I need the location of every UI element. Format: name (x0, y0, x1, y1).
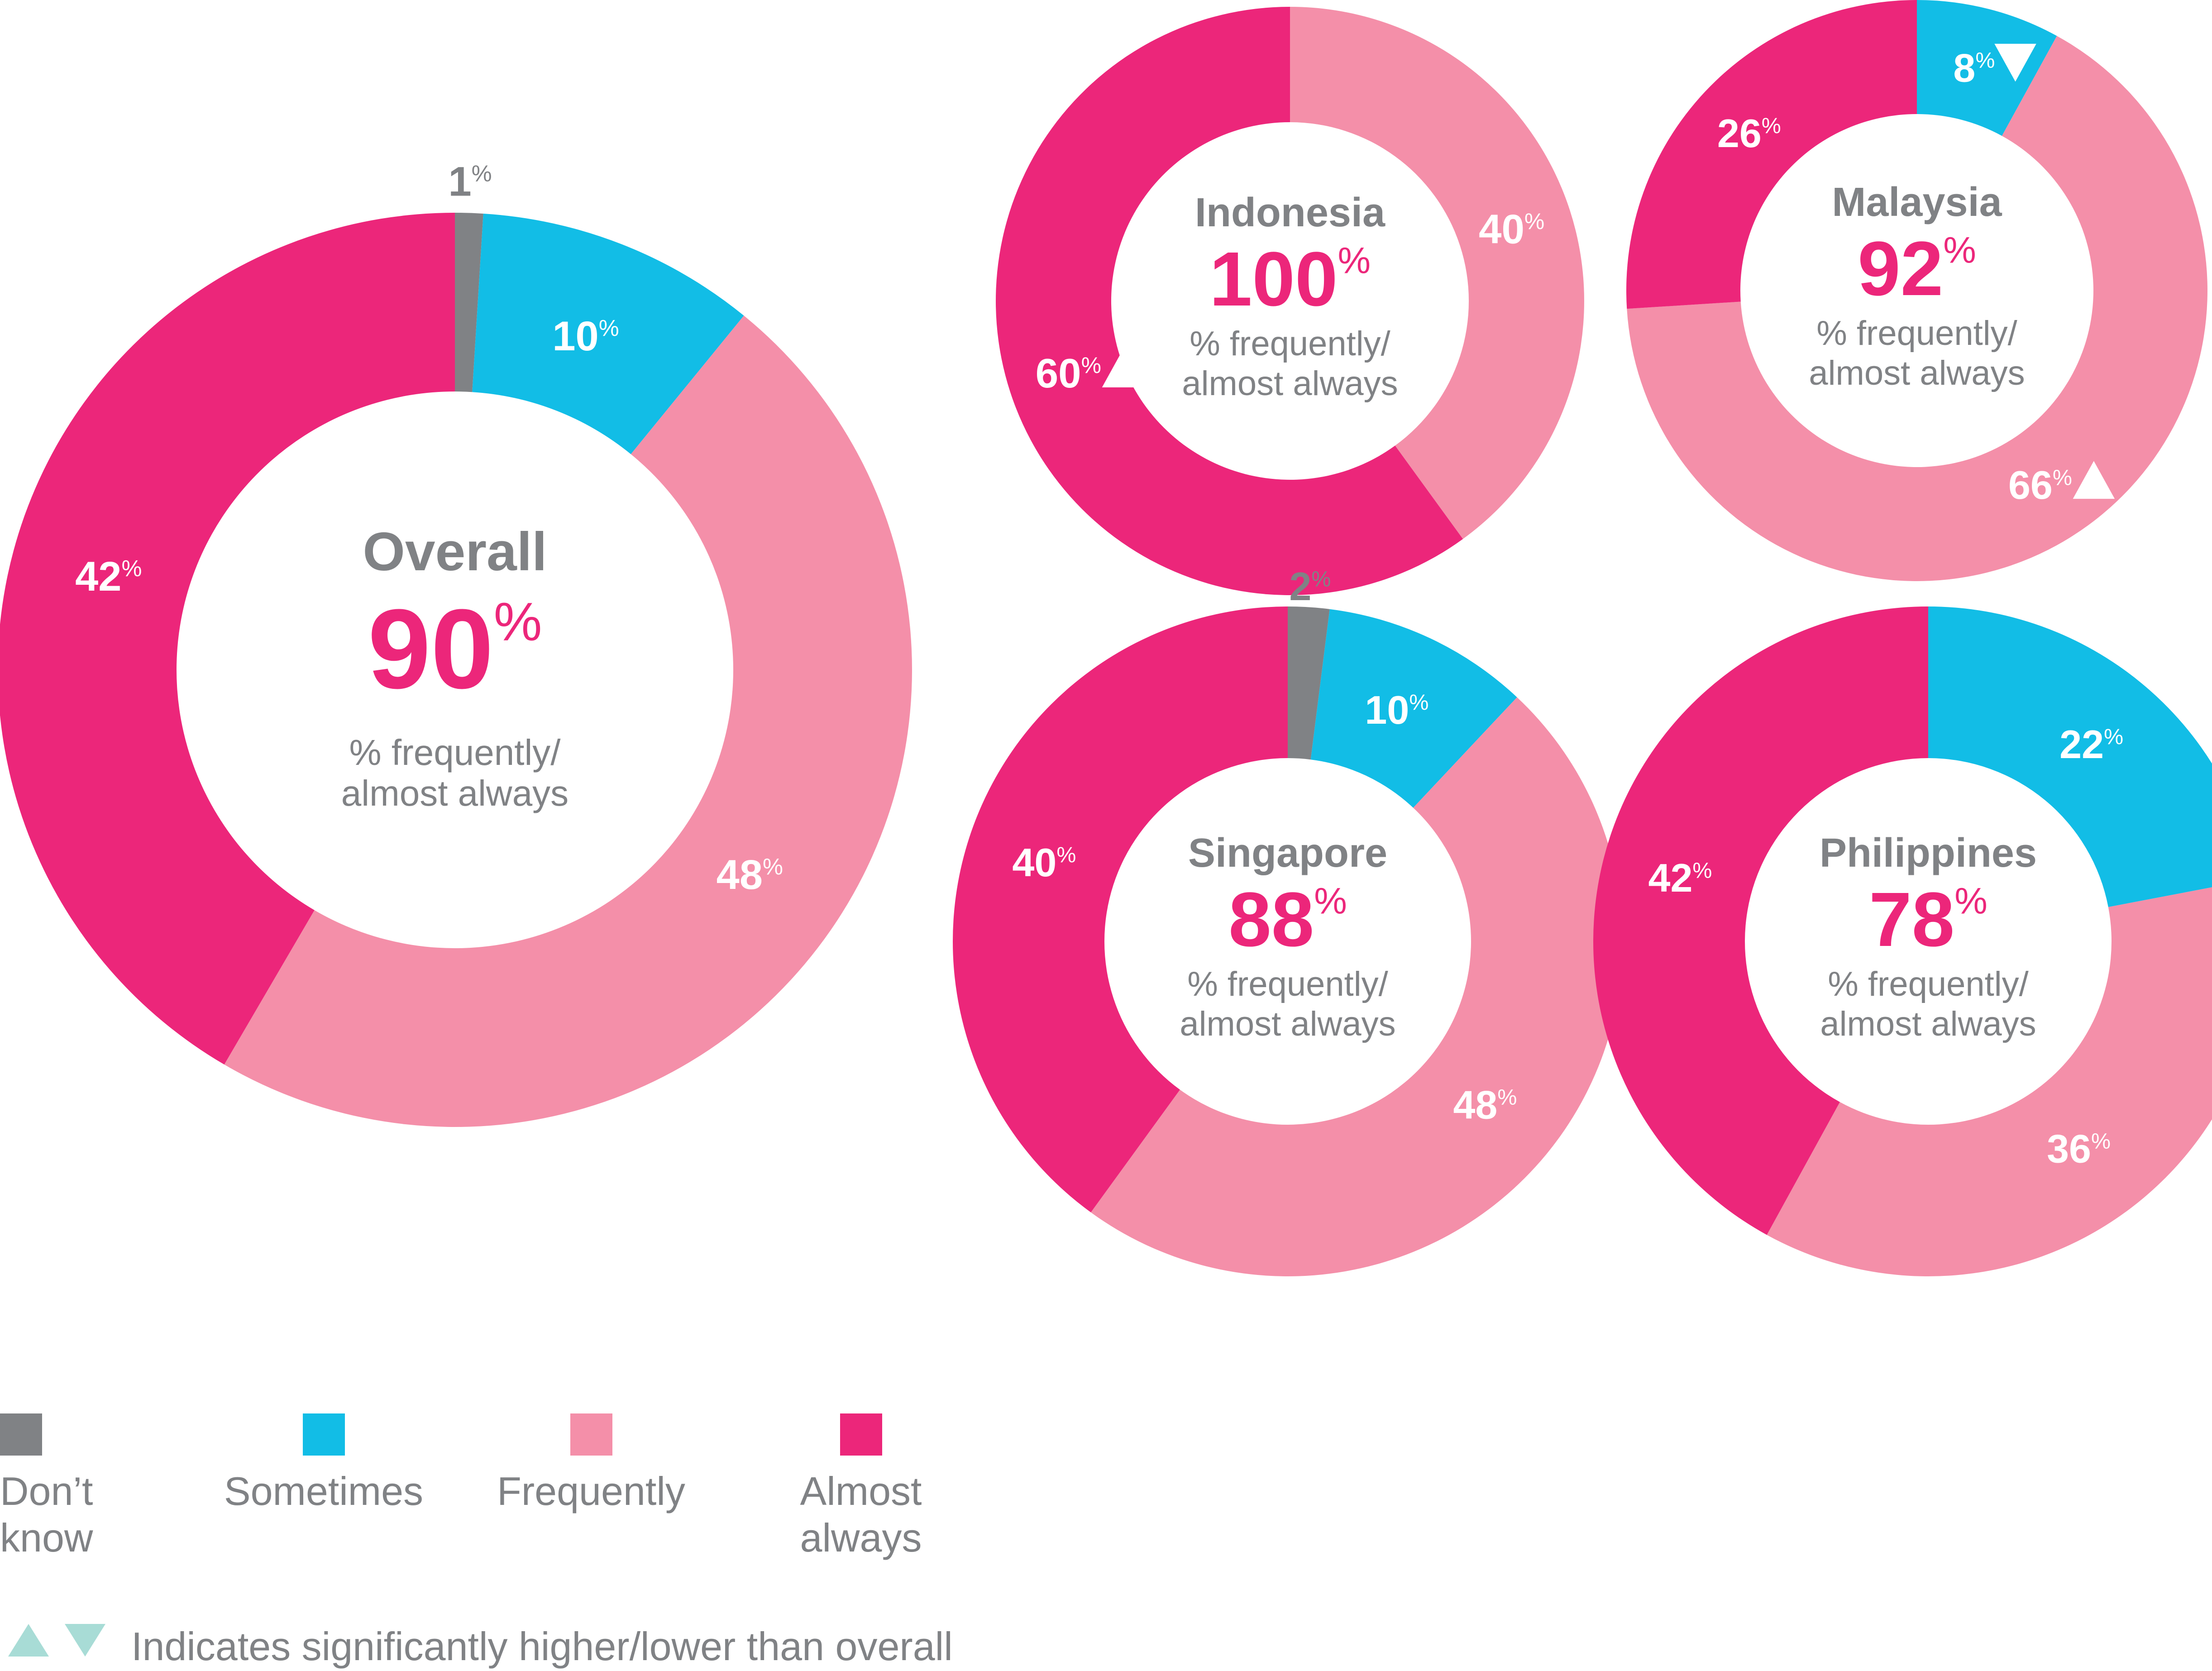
segment-singapore-dont-know (1288, 606, 1330, 760)
marker-up-malaysia-frequently (2073, 461, 2115, 499)
center-headline-indonesia: 100% (1209, 236, 1371, 322)
center-subtitle-line2-singapore: almost always (1180, 1005, 1395, 1043)
legend-up-triangle-icon (8, 1624, 49, 1657)
center-subtitle-line1-overall: % frequently/ (349, 732, 561, 773)
value-label-overall-dont-know: 1% (449, 159, 492, 205)
legend-label-almost-always-line1: Almost (800, 1469, 922, 1513)
legend-label-dont-know-line2: know (0, 1515, 93, 1560)
segment-malaysia-almost-always (1626, 0, 1917, 309)
legend-swatch-almost-always (840, 1413, 882, 1456)
marker-up-indonesia-almost-always (1102, 348, 1145, 387)
center-title-philippines: Philippines (1820, 831, 2037, 876)
center-subtitle-line1-singapore: % frequently/ (1187, 965, 1388, 1003)
segment-overall-frequently (224, 315, 912, 1127)
legend-label-dont-know-line1: Don’t (0, 1469, 93, 1513)
legend-swatch-dont-know (0, 1413, 42, 1456)
legend-swatch-frequently (570, 1413, 612, 1456)
segment-singapore-almost-always (953, 606, 1288, 1213)
center-subtitle-line2-malaysia: almost always (1809, 354, 2025, 392)
center-subtitle-line2-overall: almost always (341, 773, 569, 813)
marker-down-malaysia-sometimes (1994, 43, 2036, 82)
center-headline-malaysia: 92% (1858, 226, 1976, 312)
value-label-indonesia-almost-always: 60% (1036, 351, 1101, 396)
segment-singapore-sometimes (1310, 609, 1517, 808)
center-title-indonesia: Indonesia (1195, 190, 1385, 235)
center-subtitle-line2-philippines: almost always (1820, 1005, 2036, 1043)
segment-overall-dont-know (455, 213, 483, 392)
segment-indonesia-frequently (1290, 7, 1584, 539)
center-title-malaysia: Malaysia (1832, 180, 2002, 225)
legend-swatch-sometimes (303, 1413, 345, 1456)
significance-note: Indicates significantly higher/lower tha… (131, 1624, 953, 1669)
value-label-singapore-dont-know: 2% (1289, 564, 1331, 609)
center-title-overall: Overall (363, 521, 547, 582)
legend: Don’t know Sometimes Frequently Almost a… (0, 1413, 953, 1669)
segment-philippines-frequently (1767, 887, 2212, 1276)
legend-label-frequently: Frequently (497, 1469, 685, 1513)
legend-label-sometimes: Sometimes (224, 1469, 423, 1513)
segment-malaysia-frequently (1627, 36, 2207, 582)
center-headline-overall: 90% (368, 586, 542, 712)
segment-philippines-sometimes (1928, 606, 2212, 907)
segment-philippines-almost-always (1593, 606, 1928, 1235)
center-subtitle-line1-indonesia: % frequently/ (1190, 325, 1390, 363)
center-headline-singapore: 88% (1228, 877, 1347, 963)
legend-label-almost-always-line2: always (800, 1515, 922, 1560)
segment-indonesia-almost-always (995, 7, 1463, 595)
segment-singapore-frequently (1091, 697, 1623, 1277)
segment-overall-sometimes (472, 213, 744, 454)
center-subtitle-line1-malaysia: % frequently/ (1816, 314, 2017, 353)
center-subtitle-line2-indonesia: almost always (1182, 364, 1398, 403)
center-headline-philippines: 78% (1869, 877, 1987, 963)
legend-down-triangle-icon (65, 1624, 105, 1657)
center-title-singapore: Singapore (1188, 831, 1387, 876)
center-subtitle-line1-philippines: % frequently/ (1828, 965, 2029, 1003)
value-label-overall-almost-always: 42% (75, 554, 142, 600)
segment-malaysia-sometimes (1917, 0, 2057, 136)
segment-overall-almost-always (0, 213, 455, 1065)
